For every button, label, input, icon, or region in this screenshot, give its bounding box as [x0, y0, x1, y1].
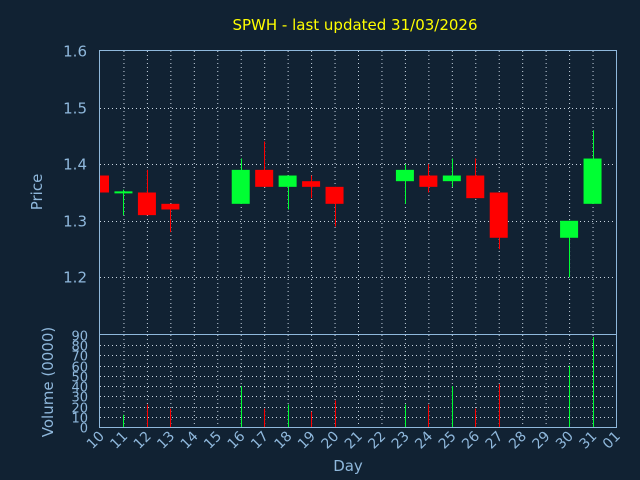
x-tick-label: 29 [530, 429, 554, 453]
x-tick-label: 01 [600, 429, 624, 453]
volume-tick-label: 50 [71, 371, 88, 386]
price-panel: 1.2 1.3 1.4 1.5 1.6 [63, 43, 602, 287]
x-tick-label: 22 [365, 429, 389, 453]
x-tick-label: 23 [389, 429, 413, 453]
volume-tick-label: 60 [71, 361, 88, 376]
x-tick-label: 21 [342, 429, 366, 453]
x-tick-label: 18 [272, 429, 296, 453]
volume-tick-label: 20 [71, 402, 88, 417]
volume-tick-label: 0 [80, 422, 88, 437]
volume-tick-label: 70 [71, 350, 88, 365]
price-tick-label: 1.4 [63, 156, 87, 174]
x-tick-label: 16 [225, 428, 249, 452]
price-tick-label: 1.6 [63, 43, 87, 61]
x-tick-label: 17 [248, 429, 272, 453]
candle-body [161, 203, 180, 210]
volume-panel-frame [99, 334, 617, 428]
x-tick-label: 26 [459, 428, 483, 452]
x-tick-label: 30 [553, 429, 577, 453]
candle-body [419, 175, 438, 187]
candle-body [325, 186, 344, 204]
volume-tick-label: 80 [71, 340, 88, 355]
volume-axis-label: Volume (0000) [39, 327, 57, 437]
x-tick-labels: 10 11 12 13 14 15 16 17 18 19 20 21 22 23 24 25 26 27 28 29… [84, 428, 624, 452]
x-tick-label: 27 [483, 429, 507, 453]
volume-tick-label: 10 [71, 412, 88, 427]
x-tick-label: 15 [201, 429, 225, 453]
candle-body [395, 169, 414, 182]
candle-body [489, 192, 508, 238]
x-tick-label: 12 [131, 429, 155, 453]
grid [100, 51, 616, 427]
candle-body [137, 192, 156, 216]
price-tick-label: 1.5 [63, 100, 87, 118]
candle-body [442, 175, 461, 182]
volume-tick-label: 90 [71, 330, 88, 345]
candle-body [100, 175, 109, 193]
volume-tick-label: 40 [71, 381, 88, 396]
candle-body [231, 169, 250, 204]
candle-body [114, 191, 133, 194]
x-axis-label: Day [333, 457, 363, 475]
x-tick-label: 25 [436, 429, 460, 453]
candle-body [583, 158, 602, 204]
candle-body [278, 175, 297, 187]
candle-body [560, 220, 579, 238]
x-tick-label: 19 [295, 429, 319, 453]
price-tick-label: 1.2 [63, 269, 87, 287]
price-tick-label: 1.3 [63, 213, 87, 231]
volume-tick-label: 30 [71, 391, 88, 406]
x-tick-label: 13 [154, 429, 178, 453]
candle-body [302, 181, 321, 187]
x-tick-label: 28 [506, 429, 530, 453]
x-tick-label: 24 [412, 428, 436, 452]
x-tick-label: 31 [576, 429, 600, 453]
chart-title: SPWH - last updated 31/03/2026 [232, 16, 477, 34]
x-tick-label: 20 [318, 429, 342, 453]
candle-body [255, 169, 274, 187]
candle-body [466, 175, 485, 199]
x-tick-label: 14 [178, 428, 202, 452]
price-axis-label: Price [28, 174, 46, 211]
x-tick-label: 11 [107, 429, 131, 453]
